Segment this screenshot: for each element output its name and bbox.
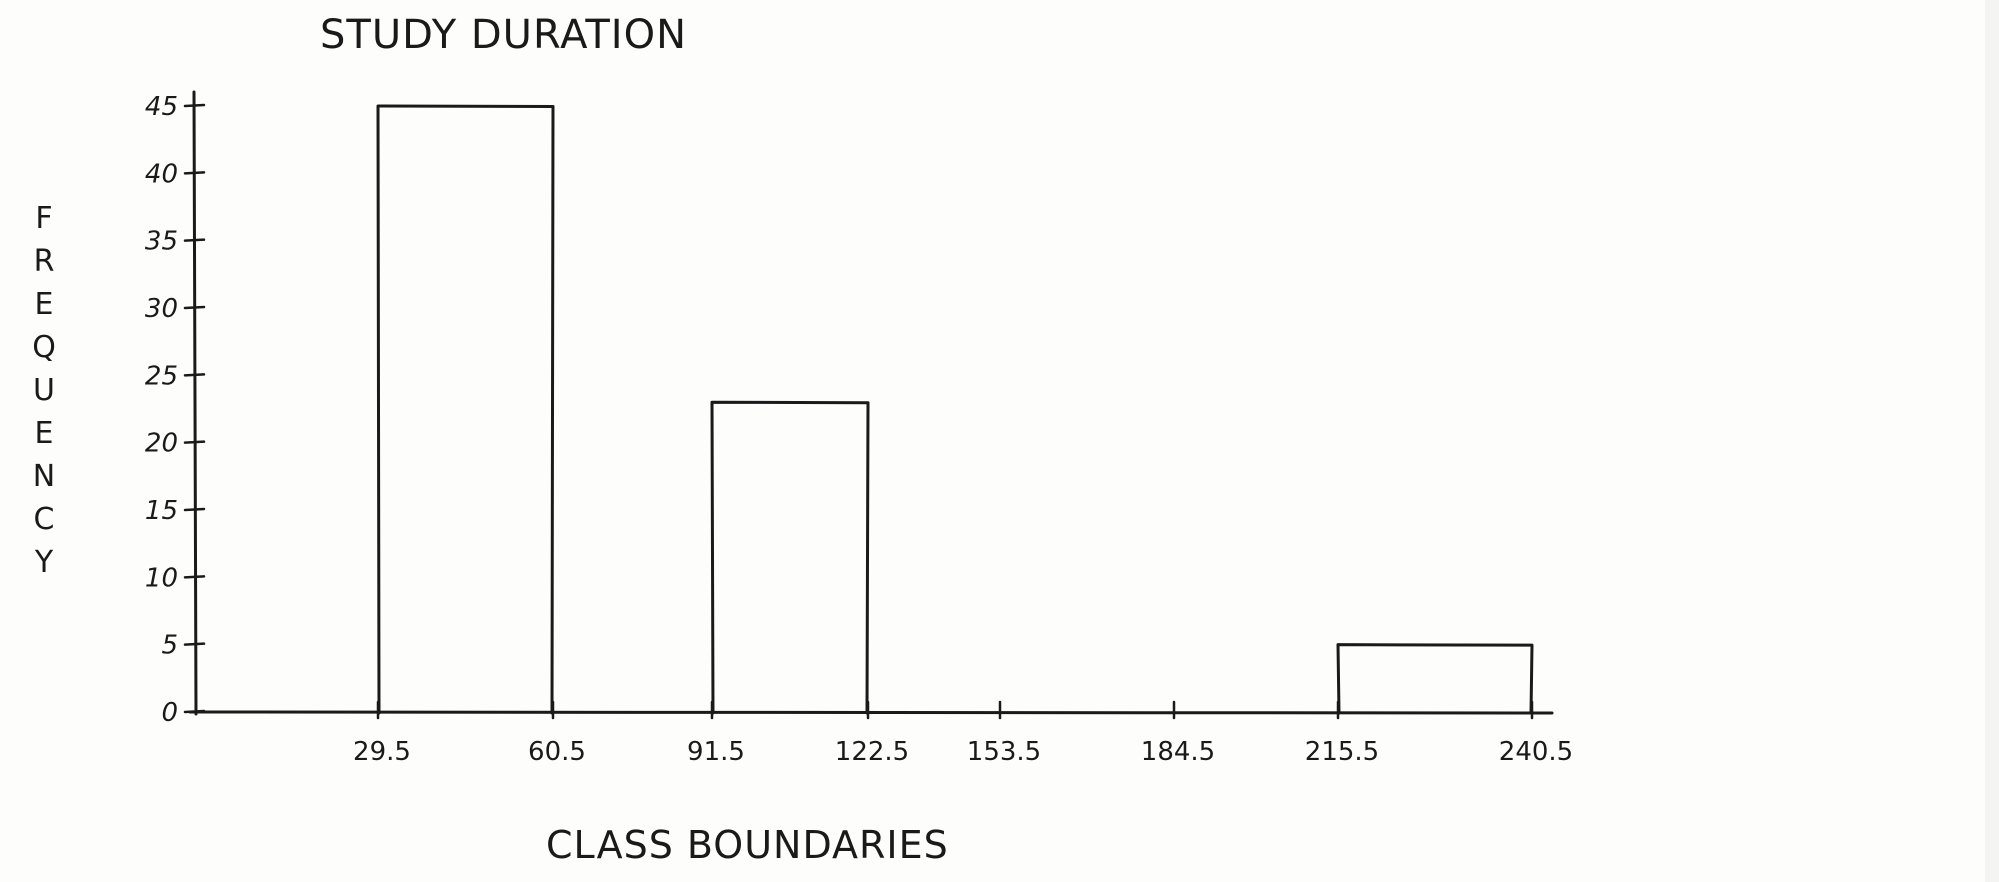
y-tick-label: 15 bbox=[145, 496, 178, 526]
y-tick-mark bbox=[183, 305, 206, 310]
y-axis-title-letter: U bbox=[33, 373, 55, 408]
y-tick-label: 20 bbox=[145, 429, 178, 459]
y-tick-label: 40 bbox=[145, 159, 178, 189]
x-axis-title: CLASS BOUNDARIES bbox=[546, 823, 949, 867]
x-tick-label: 240.5 bbox=[1499, 737, 1573, 767]
y-tick-mark bbox=[183, 171, 206, 175]
y-axis-title-letter: Q bbox=[32, 330, 56, 365]
y-tick-mark bbox=[183, 238, 206, 242]
x-tick-label: 153.5 bbox=[967, 737, 1041, 767]
y-axis-title-letter: C bbox=[34, 502, 55, 537]
y-tick-label: 10 bbox=[145, 563, 178, 593]
histogram-bar bbox=[376, 104, 555, 715]
y-tick-label: 45 bbox=[145, 92, 178, 122]
y-axis-title-letter: E bbox=[35, 416, 54, 451]
axes bbox=[188, 90, 1554, 716]
y-axis-title-letter: N bbox=[33, 459, 55, 494]
x-tick-label: 60.5 bbox=[528, 737, 586, 767]
y-ticks: 0 5 10 15 20 25 30 35 40 45 bbox=[145, 92, 206, 728]
y-tick-label: 5 bbox=[161, 631, 178, 661]
bars bbox=[376, 104, 1534, 715]
y-axis-title-letter: Y bbox=[34, 545, 54, 580]
y-tick-mark bbox=[183, 507, 206, 512]
y-axis-title-letter: E bbox=[35, 287, 54, 322]
x-tick-label: 215.5 bbox=[1305, 737, 1379, 767]
y-tick-mark bbox=[183, 103, 206, 108]
y-tick-mark bbox=[183, 575, 206, 579]
y-tick-mark bbox=[183, 373, 206, 377]
histogram-bar bbox=[1336, 643, 1534, 715]
y-tick-label: 25 bbox=[145, 361, 178, 391]
x-tick-label: 184.5 bbox=[1141, 737, 1215, 767]
x-axis-line bbox=[188, 710, 1554, 715]
y-tick-mark bbox=[183, 642, 206, 646]
y-tick-label: 30 bbox=[145, 294, 178, 324]
paper-edge bbox=[1985, 0, 1999, 882]
x-ticks: 29.5 60.5 91.5 122.5 153.5 184.5 215.5 240.5 bbox=[353, 700, 1573, 767]
y-axis-title-letter: R bbox=[34, 244, 55, 279]
y-tick-mark bbox=[183, 709, 206, 714]
x-tick-label: 91.5 bbox=[687, 737, 745, 767]
y-tick-label: 0 bbox=[161, 698, 178, 728]
y-tick-mark bbox=[183, 440, 206, 444]
x-tick-label: 122.5 bbox=[835, 737, 909, 767]
chart-title: STUDY DURATION bbox=[320, 12, 687, 58]
y-tick-label: 35 bbox=[145, 227, 178, 257]
histogram-bar bbox=[710, 400, 870, 715]
y-axis-line bbox=[192, 90, 198, 716]
y-axis-title-letter: F bbox=[35, 201, 52, 236]
x-tick-label: 29.5 bbox=[353, 737, 411, 767]
